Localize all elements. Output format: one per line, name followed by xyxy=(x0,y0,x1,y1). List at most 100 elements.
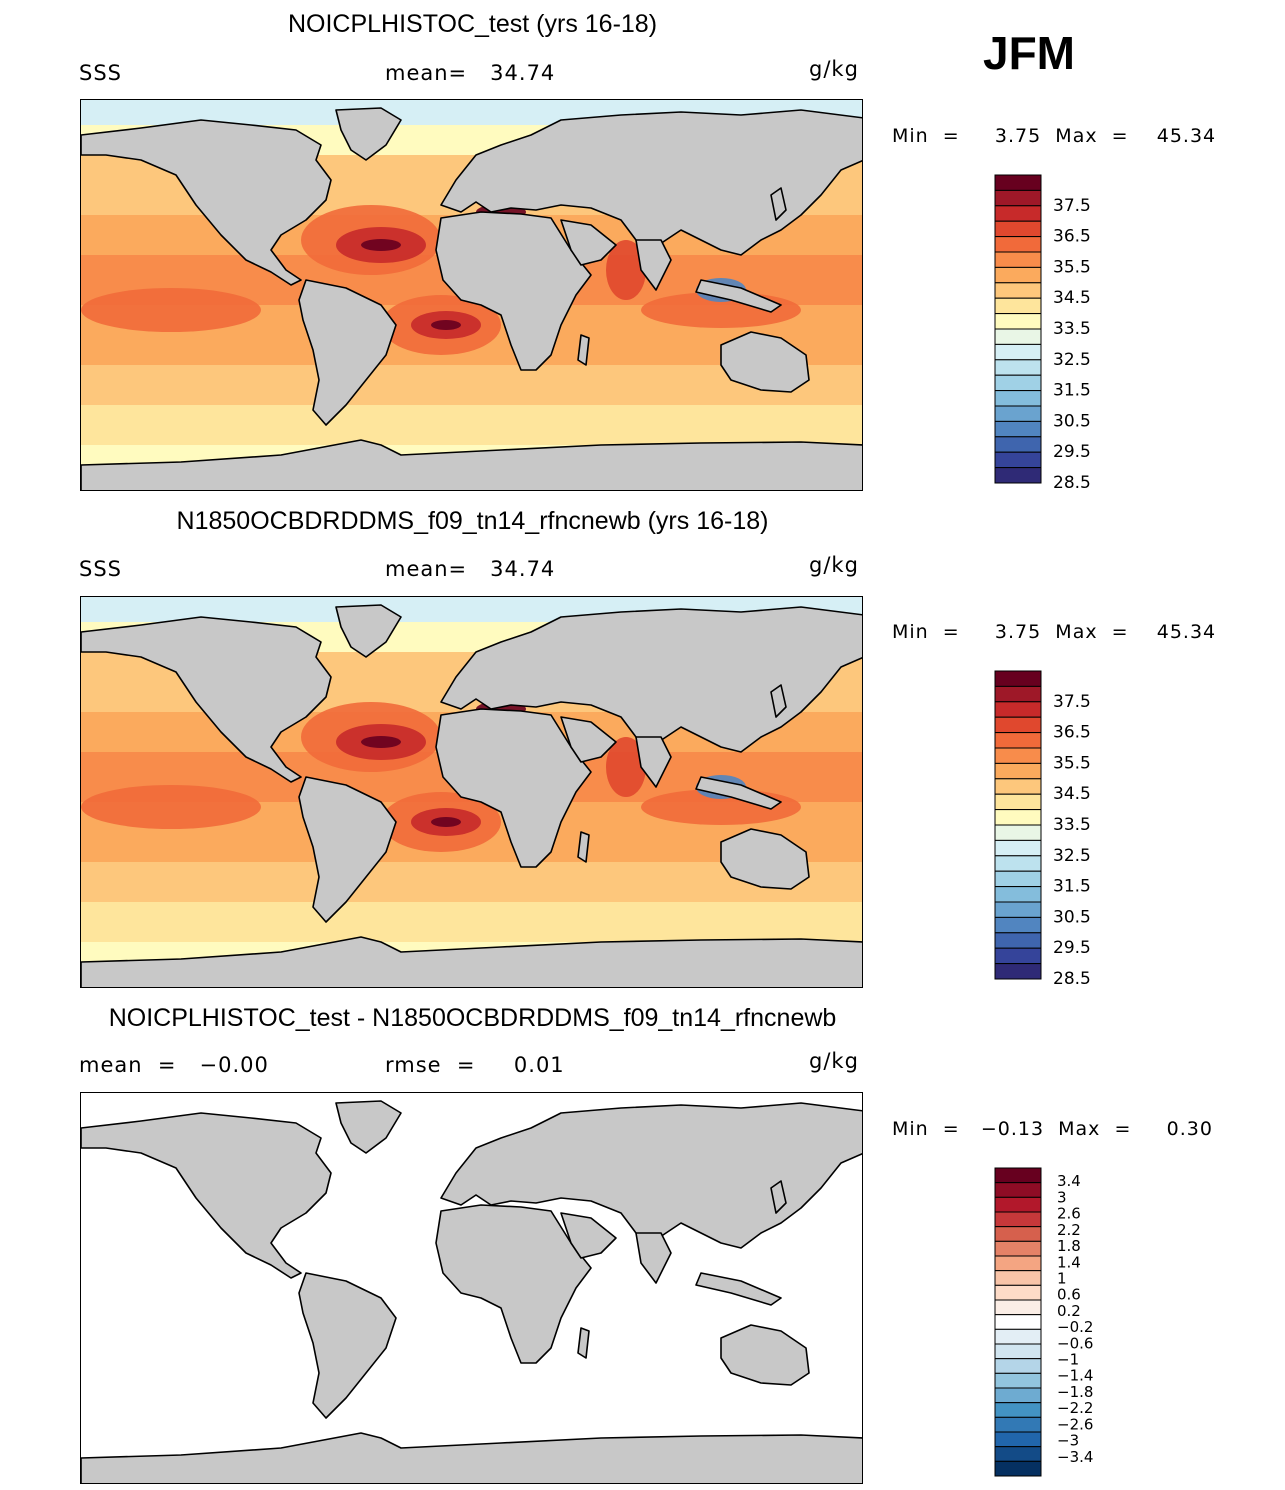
colorbar-swatch xyxy=(994,932,1042,949)
landmass-india xyxy=(635,1232,672,1284)
ocean-salinity-band xyxy=(81,405,862,445)
landmass-south-america xyxy=(298,776,397,923)
colorbar-swatch xyxy=(994,716,1042,734)
landmass-africa xyxy=(435,708,592,868)
colorbar-swatch xyxy=(994,1460,1042,1477)
panel-2-map xyxy=(80,596,863,988)
colorbar-swatch xyxy=(994,467,1042,484)
colorbar-tick-label: 1.4 xyxy=(1057,1253,1081,1271)
colorbar-swatch xyxy=(994,1402,1042,1418)
colorbar-swatch xyxy=(994,343,1042,361)
colorbar-tick-label: 1.8 xyxy=(1057,1237,1081,1255)
panel-2-colorbar: 37.5 36.5 35.5 34.5 33.5 32.5 31.5 30.5 29.5 28.5 xyxy=(994,670,1095,989)
colorbar-swatch xyxy=(994,266,1042,284)
panel-1-minmax: Min = 3.75 Max = 45.34 xyxy=(892,125,1217,147)
panel-2-minmax: Min = 3.75 Max = 45.34 xyxy=(892,621,1217,643)
landmass-se-asia xyxy=(695,776,782,810)
colorbar-tick-label: −1.8 xyxy=(1057,1383,1093,1401)
colorbar-swatch xyxy=(994,778,1042,795)
colorbar-swatch xyxy=(994,251,1042,268)
landmass-india xyxy=(635,239,672,291)
colorbar-swatch xyxy=(994,420,1042,438)
colorbar-swatch xyxy=(994,963,1042,980)
colorbar-swatch xyxy=(994,762,1042,780)
colorbar-tick-label: −2.6 xyxy=(1057,1415,1093,1433)
colorbar-tick-label: 30.5 xyxy=(1053,907,1091,927)
landmass-greenland xyxy=(335,604,402,658)
landmass-se-asia xyxy=(695,1272,782,1306)
colorbar-swatch xyxy=(994,236,1042,253)
colorbar-tick-label: 32.5 xyxy=(1053,350,1091,370)
colorbar-swatch xyxy=(994,297,1042,315)
colorbar-tick-label: 1 xyxy=(1057,1269,1067,1287)
panel-3-rmse-label: rmse = 0.01 xyxy=(385,1053,565,1077)
colorbar-swatch xyxy=(994,1226,1042,1242)
panel-3-title: NOICPLHISTOC_test - N1850OCBDRDDMS_f09_t… xyxy=(108,1004,837,1032)
colorbar-tick-label: 29.5 xyxy=(1053,442,1091,462)
colorbar-tick-label: 35.5 xyxy=(1053,257,1091,277)
colorbar-tick-label: −0.2 xyxy=(1057,1318,1093,1336)
colorbar-swatch xyxy=(994,1284,1042,1301)
colorbar-swatch xyxy=(994,1182,1042,1198)
colorbar-swatch xyxy=(994,793,1042,811)
colorbar-tick-label: 33.5 xyxy=(1053,319,1091,339)
colorbar-swatch xyxy=(994,1416,1042,1433)
colorbar-swatch xyxy=(994,886,1042,903)
colorbar-tick-label: −2.2 xyxy=(1057,1399,1093,1417)
landmass-south-america xyxy=(298,1272,397,1419)
colorbar-swatch xyxy=(994,189,1042,207)
panel-1-units: g/kg xyxy=(809,57,859,81)
landmass-north-america xyxy=(81,1112,332,1279)
landmass-antarctica xyxy=(81,1432,862,1483)
colorbar-tick-label: 28.5 xyxy=(1053,969,1091,989)
landmass-madagascar xyxy=(577,1327,590,1359)
panel-1-variable-label: SSS xyxy=(79,61,122,85)
panel-3-colorbar: 3.4 3 2.6 2.2 1.8 1.4 1 0.6 0.2 −0.2 −0.6 −1 −1.4 −1.… xyxy=(994,1167,1095,1478)
colorbar-swatch xyxy=(994,1314,1042,1330)
colorbar-tick-label: 32.5 xyxy=(1053,846,1091,866)
landmass-greenland xyxy=(335,107,402,161)
colorbar-tick-label: 3 xyxy=(1057,1188,1067,1206)
panel-1-mean-label: mean= 34.74 xyxy=(385,61,556,85)
landmass-se-asia xyxy=(695,279,782,313)
colorbar-swatch xyxy=(994,1372,1042,1389)
colorbar-tick-label: 28.5 xyxy=(1053,473,1091,493)
salinity-region xyxy=(81,288,261,332)
panel-3-map xyxy=(80,1092,863,1484)
colorbar-swatch xyxy=(994,174,1042,191)
colorbar-swatch xyxy=(994,359,1042,376)
colorbar-tick-label: 37.5 xyxy=(1053,692,1091,712)
colorbar-tick-label: 36.5 xyxy=(1053,227,1091,247)
salinity-region xyxy=(81,785,261,829)
salinity-region xyxy=(431,320,461,330)
landmass-japan xyxy=(770,1180,787,1214)
landmass-japan xyxy=(770,684,787,718)
colorbar-swatch xyxy=(994,205,1042,222)
landmass-africa xyxy=(435,1204,592,1364)
landmass-india xyxy=(635,736,672,788)
colorbar-tick-label: −1.4 xyxy=(1057,1367,1093,1385)
colorbar-swatch xyxy=(994,747,1042,764)
salinity-region xyxy=(361,239,401,251)
colorbar-tick-label: 0.6 xyxy=(1057,1286,1081,1304)
colorbar-swatch xyxy=(994,374,1042,392)
colorbar-swatch xyxy=(994,855,1042,872)
colorbar-swatch xyxy=(994,1387,1042,1404)
colorbar-swatch xyxy=(994,916,1042,934)
colorbar-swatch xyxy=(994,824,1042,841)
colorbar-swatch xyxy=(994,328,1042,345)
colorbar-swatch xyxy=(994,670,1042,687)
colorbar-swatch xyxy=(994,839,1042,857)
panel-2-mean-label: mean= 34.74 xyxy=(385,557,556,581)
colorbar-tick-label: 36.5 xyxy=(1053,723,1091,743)
colorbar-swatch xyxy=(994,436,1042,453)
landmass-africa xyxy=(435,211,592,371)
landmass-madagascar xyxy=(577,831,590,863)
colorbar-swatch xyxy=(994,451,1042,469)
colorbar-swatch xyxy=(994,701,1042,718)
colorbar-swatch xyxy=(994,1196,1042,1213)
landmass-australia xyxy=(720,331,810,393)
panel-1-colorbar: 37.5 36.5 35.5 34.5 33.5 32.5 31.5 30.5 29.5 28.5 xyxy=(994,174,1095,493)
panel-3-minmax: Min = −0.13 Max = 0.30 xyxy=(892,1118,1213,1140)
colorbar-tick-label: 34.5 xyxy=(1053,784,1091,804)
